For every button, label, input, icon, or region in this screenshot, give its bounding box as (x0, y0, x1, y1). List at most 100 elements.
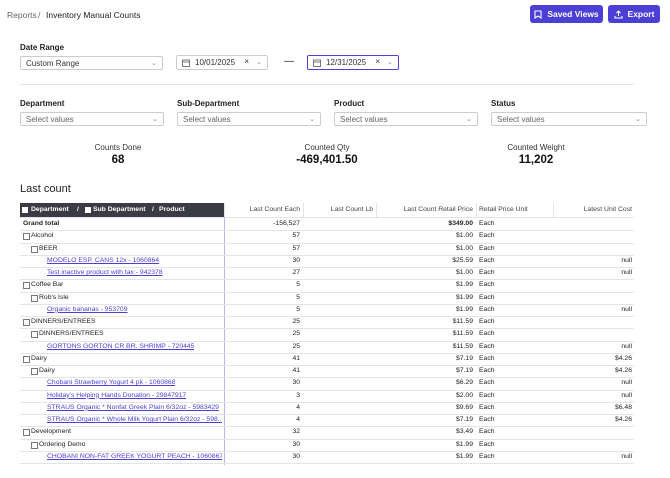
row-toggle[interactable] (31, 246, 38, 253)
cell-unit: Each (479, 365, 495, 377)
cell-unit-cost: null (532, 451, 632, 463)
group-toggle[interactable] (22, 207, 28, 213)
cell-retail-price: $1.00 (373, 243, 473, 255)
product-link[interactable]: STRAUS Organic * Nonfat Greek Plain 6/32… (47, 402, 219, 414)
date-separator: — (284, 56, 294, 67)
cell-retail-price: $1.99 (373, 279, 473, 291)
product-link[interactable]: MODELO ESP. CANS 12x - 1060864 (47, 255, 159, 267)
cell-each: 30 (200, 451, 300, 463)
cell-each: 25 (200, 328, 300, 340)
cell-each: -156,527 (200, 218, 300, 230)
cell-unit: Each (479, 426, 495, 438)
cell-each: 25 (200, 341, 300, 353)
cell-unit-cost: null (532, 255, 632, 267)
row-toggle[interactable] (23, 233, 30, 240)
select-placeholder: Select values (340, 115, 388, 124)
product-link[interactable]: Organic bananas - 953709 (47, 304, 128, 316)
column-divider (224, 203, 225, 217)
filter-select[interactable]: Select values⌄ (491, 112, 647, 126)
cell-retail-price: $349.00 (373, 218, 473, 230)
select-value: Custom Range (26, 59, 79, 68)
cell-retail-price: $1.99 (373, 451, 473, 463)
row-toggle[interactable] (31, 442, 38, 449)
cell-each: 25 (200, 316, 300, 328)
row-label: Development (31, 426, 71, 438)
start-date-input[interactable]: 10/01/2025×⌄ (176, 55, 268, 70)
row-line (20, 279, 634, 280)
cell-each: 5 (200, 292, 300, 304)
button-label: Export (628, 9, 655, 19)
column-header: Latest Unit Cost (512, 203, 632, 217)
cell-retail-price: $1.99 (373, 439, 473, 451)
cell-unit: Each (479, 255, 495, 267)
row-toggle[interactable] (31, 295, 38, 302)
cell-unit-cost: null (532, 304, 632, 316)
date-value: 10/01/2025 (195, 58, 235, 67)
row-toggle[interactable] (23, 319, 30, 326)
bookmark-icon (534, 10, 542, 19)
row-line (20, 243, 634, 244)
divider (20, 84, 634, 85)
cell-each: 5 (200, 279, 300, 291)
cell-unit: Each (479, 316, 495, 328)
filter-label: Sub-Department (177, 99, 239, 108)
cell-unit: Each (479, 402, 495, 414)
filter-select[interactable]: Select values⌄ (334, 112, 478, 126)
section-title: Last count (20, 183, 71, 195)
row-label: Grand total (23, 218, 59, 230)
cell-retail-price: $11.59 (373, 341, 473, 353)
group-toggle[interactable] (85, 207, 91, 213)
export-button[interactable]: Export (608, 5, 660, 23)
cell-each: 3 (200, 390, 300, 402)
cell-retail-price: $7.19 (373, 353, 473, 365)
row-toggle[interactable] (23, 282, 30, 289)
product-link[interactable]: CHOBANI NON-FAT GREEK YOGURT PEACH - 106… (47, 451, 222, 463)
row-line (20, 328, 634, 329)
cell-unit: Each (479, 439, 495, 451)
stat-label: Counted Qty (305, 143, 350, 152)
product-link[interactable]: Test inactive product with tax - 942378 (47, 267, 163, 279)
cell-unit-cost: $4.26 (532, 365, 632, 377)
filter-select[interactable]: Select values⌄ (20, 112, 164, 126)
cell-unit: Each (479, 218, 495, 230)
product-link[interactable]: STRAUS Organic * Whole Milk Yogurt Plain… (47, 414, 222, 426)
cell-each: 30 (200, 377, 300, 389)
breadcrumb-separator: / (38, 10, 40, 20)
cell-retail-price: $9.69 (373, 402, 473, 414)
row-label: Coffee Bar (31, 279, 63, 291)
saved-views-button[interactable]: Saved Views (530, 5, 603, 23)
row-line (20, 463, 634, 464)
end-date-input[interactable]: 12/31/2025×⌄ (307, 55, 399, 70)
cell-each: 57 (200, 243, 300, 255)
row-toggle[interactable] (23, 429, 30, 436)
column-divider (476, 203, 477, 217)
row-toggle[interactable] (31, 368, 38, 375)
breadcrumb-link[interactable]: Reports (7, 10, 37, 20)
calendar-icon (313, 59, 321, 67)
filter-select[interactable]: Select values⌄ (177, 112, 321, 126)
cell-unit-cost: $4.26 (532, 353, 632, 365)
cell-retail-price: $25.59 (373, 255, 473, 267)
product-link[interactable]: GORTONS GORTON CR BR. SHRIMP - 720445 (47, 341, 194, 353)
export-icon (614, 10, 623, 19)
row-line (20, 230, 634, 231)
date-preset-select[interactable]: Custom Range⌄ (20, 56, 163, 70)
row-toggle[interactable] (23, 356, 30, 363)
product-link[interactable]: Chobani Strawberry Yogurt 4 pk - 1060868 (47, 377, 175, 389)
select-placeholder: Select values (183, 115, 231, 124)
header-line (20, 217, 634, 218)
cell-each: 32 (200, 426, 300, 438)
cell-unit: Each (479, 292, 495, 304)
cell-retail-price: $11.59 (373, 328, 473, 340)
product-link[interactable]: Holiday's Helping Hands Donation - 29847… (47, 390, 186, 402)
row-line (20, 292, 634, 293)
cell-unit: Each (479, 353, 495, 365)
cell-unit-cost: null (532, 377, 632, 389)
row-toggle[interactable] (31, 331, 38, 338)
stat-label: Counted Weight (507, 143, 564, 152)
group-header-label: Sub Department (93, 203, 146, 217)
filter-label: Department (20, 99, 64, 108)
date-range-label: Date Range (20, 43, 64, 52)
row-line (20, 426, 634, 427)
group-header-label: / (152, 203, 154, 217)
